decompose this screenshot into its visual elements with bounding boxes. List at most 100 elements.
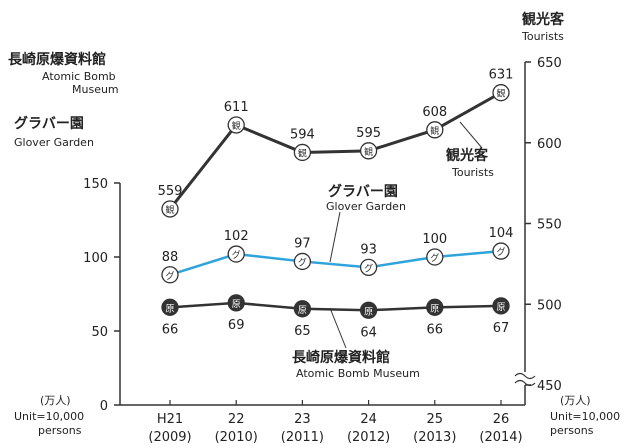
tourists-annotation-en: Tourists [451,166,494,179]
data-point-marker [227,294,245,312]
data-point-marker [492,242,510,260]
left-axis-title-museum-en1: Atomic Bomb [42,70,116,83]
data-label: 104 [489,226,514,241]
data-point: 原 67 [492,297,510,336]
series-line [168,91,502,210]
x-tick-year: (2010) [215,430,258,445]
data-point-symbol: グ [165,270,174,282]
data-label: 559 [158,184,183,199]
tourists-leader-line [459,121,483,149]
data-label: 594 [290,127,315,142]
right-unit-line1: (万人) [560,394,591,407]
data-point-marker [359,301,378,319]
left-unit-line2: Unit=10,000 [14,410,84,423]
data-point: 観 559 [158,184,183,218]
data-point-symbol: 観 [430,125,439,137]
data-label: 595 [356,126,381,141]
right-axis-title-jp: 観光客 [522,11,565,28]
series-line [169,301,502,312]
glover-annotation-en: Glover Garden [326,200,406,213]
data-point-symbol: グ [232,249,241,261]
data-point-marker [293,300,312,318]
series-lines [168,91,502,312]
x-tick-label: 26 [493,412,510,427]
x-tick-label: 25 [427,412,444,427]
data-point: 原 64 [359,301,378,340]
data-point-symbol: 観 [364,146,373,158]
right-tick-label: 550 [537,218,562,233]
data-point: 観 594 [290,127,315,162]
left-unit-line1: (万人) [40,394,71,407]
right-tick-label: 650 [537,56,562,71]
data-point-symbol: 観 [232,120,241,132]
data-label: 67 [493,321,510,336]
data-point-marker [359,258,378,277]
data-point-marker [161,298,179,316]
left-tick-label: 0 [100,399,108,414]
x-tick-year: (2012) [347,430,390,445]
data-point-symbol: グ [298,256,307,268]
data-point-symbol: グ [364,262,373,274]
data-point-symbol: 原 [364,306,373,317]
data-point: 原 66 [161,298,179,337]
data-point: グ 88 [161,250,179,284]
left-axis-title-museum-en2: Museum [72,83,119,96]
x-tick-year: (2013) [413,430,456,445]
data-label: 97 [294,236,311,251]
glover-annotation-jp: グラバー園 [328,183,398,200]
x-tick-year: (2014) [479,430,522,445]
data-label: 66 [427,322,444,337]
data-point-marker [492,297,510,315]
x-tick-label: H21 [157,412,183,427]
left-tick-label: 150 [83,177,108,192]
data-label: 69 [228,318,245,333]
axis-break-mark [514,372,536,387]
data-point-symbol: グ [430,252,439,264]
data-point-symbol: 原 [496,302,505,313]
data-point: 観 631 [489,68,513,102]
left-axis-ticks: 0 50 100 150 [83,177,120,414]
data-point-marker [492,84,510,102]
glover-leader-line [329,211,341,263]
data-label: 100 [422,232,447,247]
data-point: 原 69 [227,294,245,333]
x-axis-ticks: H21 (2009) 22 (2010) 23 (2011) 24 (2012) 25 (2013… [148,400,523,445]
x-tick-year: (2011) [281,430,324,445]
data-point-symbol: グ [496,246,505,258]
data-point-symbol: 観 [496,88,505,100]
x-tick-label: 23 [294,412,311,427]
data-point-marker [426,121,444,139]
right-axis-title-en: Tourists [521,30,564,43]
data-point: 原 65 [293,300,312,339]
data-label: 102 [224,229,249,244]
data-point-marker [161,200,179,218]
data-point: グ 102 [224,229,249,263]
left-unit-line3: persons [38,424,82,437]
data-label: 64 [360,325,377,340]
data-point-symbol: 観 [165,204,174,216]
data-point: グ 97 [293,236,312,271]
tourists-annotation-jp: 観光客 [446,147,489,164]
data-point: 観 595 [356,126,381,160]
data-point: 原 66 [426,298,444,337]
right-tick-label: 500 [537,298,562,313]
right-unit-line3: persons [550,424,594,437]
data-point-symbol: 原 [430,303,439,314]
data-label: 65 [294,324,311,339]
data-point-marker [161,266,179,284]
data-point: グ 93 [359,242,378,277]
data-label: 608 [422,105,447,120]
series-line [169,249,502,276]
data-point: 観 611 [224,100,249,134]
right-axis-ticks: 450 500 550 600 650 [525,56,562,394]
data-point-marker [426,298,444,316]
x-tick-label: 24 [360,412,377,427]
data-label: 93 [360,242,377,257]
data-point: 観 608 [422,105,447,139]
left-tick-label: 50 [91,325,108,340]
museum-leader-line [329,307,347,349]
data-point-marker [293,143,312,162]
left-tick-label: 100 [83,251,108,266]
right-unit-line2: Unit=10,000 [550,410,620,423]
